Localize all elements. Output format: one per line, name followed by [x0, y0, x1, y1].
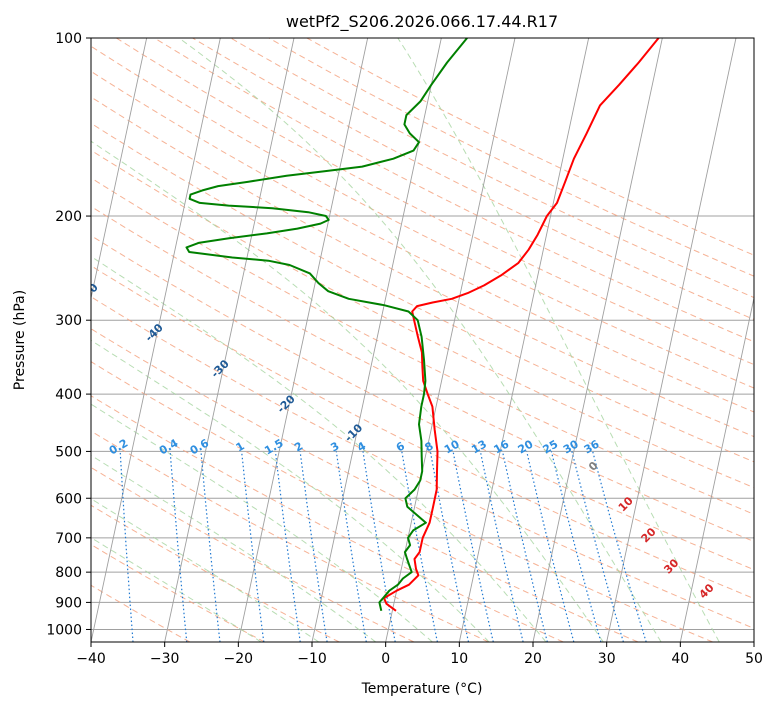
mixing-ratio-line [429, 451, 470, 642]
isotherms [91, 38, 754, 642]
y-tick-label: 400 [55, 387, 82, 403]
dry-adiabat [91, 205, 754, 543]
y-tick-label: 100 [55, 31, 82, 47]
isotherm-line [532, 38, 663, 642]
y-tick-label: 700 [55, 531, 82, 547]
mixing-ratio-line [299, 451, 328, 642]
plot-frame [90, 37, 755, 643]
dry-adiabat [91, 361, 639, 642]
y-tick-label: 600 [55, 491, 82, 507]
x-tick-label: −20 [224, 651, 254, 667]
moist-adiabat [91, 454, 377, 642]
x-tick-label: 30 [598, 651, 616, 667]
dry-adiabat [91, 96, 754, 438]
x-axis-title: Temperature (°C) [361, 681, 483, 697]
y-tick-label: 800 [55, 565, 82, 581]
dry-adiabat [91, 70, 754, 413]
mixing-ratio-line [526, 451, 575, 642]
mixing-ratio-line [452, 451, 494, 642]
moist-adiabat [397, 38, 720, 642]
y-tick-label: 900 [55, 595, 82, 611]
mixing-ratio-line [200, 451, 221, 642]
dry-adiabat [91, 296, 754, 629]
moist-adiabat [91, 536, 262, 642]
mixing-ratio-line [592, 451, 647, 642]
x-tick-label: 10 [450, 651, 468, 667]
y-axis-ticks: 1000 900 800 700 600 500 400 300 200 100 [46, 31, 91, 639]
mixing-ratio-line [335, 451, 367, 642]
mixing-ratio-line [501, 451, 548, 642]
isotherm-line [91, 38, 221, 642]
plot-area: -100-90-80-70-60-50-40-30-20-10 0.10.20.… [78, 38, 754, 642]
moist-adiabat [91, 255, 547, 642]
isotherm-line [164, 38, 295, 642]
x-tick-label: 20 [524, 651, 542, 667]
dry-adiabat [91, 395, 564, 642]
dry-adiabat [91, 265, 754, 600]
isotherm-line [385, 38, 516, 642]
y-tick-label: 300 [55, 313, 82, 329]
x-tick-label: −40 [76, 651, 106, 667]
mixing-ratio-line [571, 451, 624, 642]
dry-adiabat [91, 504, 340, 642]
dry-adiabat [91, 149, 754, 489]
x-tick-label: 0 [381, 651, 390, 667]
dry-adiabat [91, 328, 713, 642]
x-tick-label: 50 [745, 651, 763, 667]
isotherm-line [606, 38, 737, 642]
isotherm-line [237, 38, 369, 642]
dry-adiabat [116, 38, 754, 366]
x-tick-label: −30 [150, 651, 180, 667]
mixing-ratio-line [479, 451, 524, 642]
isotherm-label: -50 [78, 281, 101, 304]
isotherm-line [311, 38, 442, 642]
chart-title: wetPf2_S206.2026.066.17.44.R17 [286, 12, 558, 32]
y-tick-label: 1000 [46, 623, 82, 639]
y-tick-label: 500 [55, 444, 82, 460]
mixing-ratio-line [274, 451, 301, 642]
dry-adiabats [91, 38, 754, 642]
isotherm-line [91, 38, 148, 301]
dry-adiabat [91, 45, 754, 389]
x-tick-label: −10 [297, 651, 327, 667]
y-axis-title: Pressure (hPa) [12, 290, 28, 390]
mixing-ratio-line [241, 451, 265, 642]
dry-adiabat [154, 38, 754, 343]
y-tick-label: 200 [55, 209, 82, 225]
x-tick-label: 40 [671, 651, 689, 667]
isotherm-line [458, 38, 590, 642]
moist-adiabat [178, 38, 662, 642]
x-axis-ticks: −40 −30 −20 −10 0 10 20 30 40 50 [76, 642, 763, 667]
dewpoint-line [185, 38, 468, 612]
moist-adiabat [91, 140, 604, 642]
temperature-line [383, 38, 660, 612]
dry-adiabat [91, 122, 754, 463]
mixing-ratio-line [550, 451, 602, 642]
mixing-ratio-lines [119, 451, 647, 642]
isotherm-line [679, 295, 754, 642]
sounding-series [185, 38, 660, 612]
moist-adiabat [91, 339, 490, 642]
mixing-ratio-line [169, 451, 188, 642]
moist-adiabats [91, 38, 720, 642]
dry-adiabat [91, 235, 754, 571]
